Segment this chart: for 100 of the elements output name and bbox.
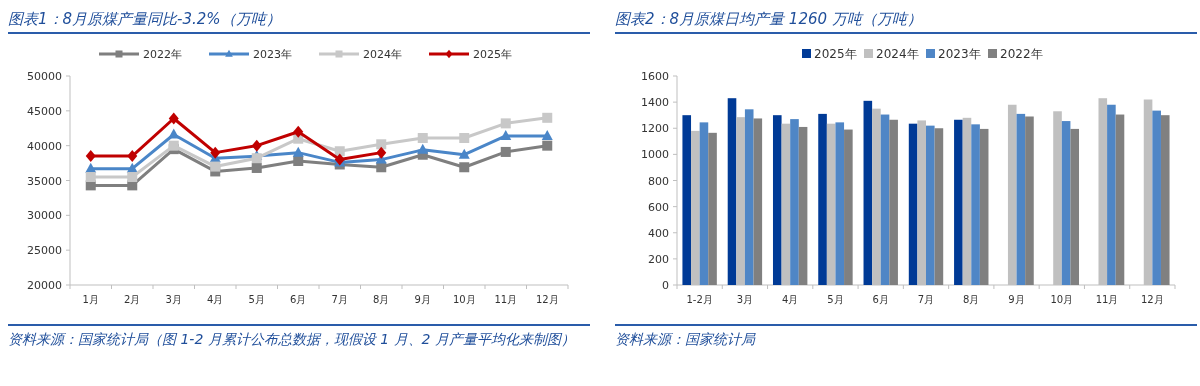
bar: [1061, 121, 1071, 285]
y-tick-label: 30000: [27, 209, 62, 223]
point: [251, 162, 262, 173]
bar: [790, 119, 799, 285]
bar: [753, 118, 763, 285]
y-tick-label: 1400: [641, 96, 669, 110]
x-tick-label: 10月: [452, 294, 476, 305]
legend-label: 2023年: [938, 47, 981, 61]
point: [541, 129, 553, 140]
x-tick-label: 8月: [963, 294, 980, 305]
y-tick-label: 50000: [27, 70, 62, 83]
x-tick-label: 11月: [494, 294, 518, 305]
x-tick-label: 4月: [207, 294, 224, 305]
point: [210, 146, 221, 159]
y-tick-label: 600: [648, 200, 669, 214]
point: [500, 118, 511, 129]
y-tick-label: 400: [648, 226, 669, 240]
bar: [1107, 104, 1116, 285]
bar: [1016, 113, 1026, 285]
bar: [835, 122, 845, 285]
x-tick-label: 1月: [82, 294, 99, 305]
x-tick-label: 1-2月: [686, 294, 713, 305]
point: [210, 161, 221, 172]
x-tick-label: 7月: [331, 294, 348, 305]
y-tick-label: 1000: [641, 148, 669, 162]
y-tick-label: 40000: [27, 139, 62, 153]
legend-label: 2022年: [143, 48, 182, 61]
point: [542, 140, 553, 151]
x-tick-label: 6月: [872, 294, 889, 305]
x-tick-label: 10月: [1050, 294, 1074, 305]
x-tick-label: 6月: [290, 294, 307, 305]
bar: [926, 125, 935, 285]
y-tick-label: 20000: [27, 279, 62, 292]
point: [85, 150, 96, 163]
bar: [979, 128, 989, 285]
bar: [1152, 110, 1161, 285]
bar: [682, 115, 692, 285]
bar: [889, 119, 898, 285]
legend-label: 2022年: [1000, 47, 1043, 61]
x-tick-label: 2月: [124, 294, 141, 305]
point: [376, 139, 387, 150]
point: [292, 146, 304, 157]
bar: [863, 100, 873, 285]
point: [458, 148, 470, 159]
y-tick-label: 45000: [27, 104, 62, 118]
chart-title: 图表2：8月原煤日均产量 1260 万吨（万吨）: [615, 6, 1197, 34]
bar: [1070, 128, 1080, 285]
bar: [798, 126, 808, 285]
bar: [1115, 114, 1125, 285]
point: [334, 146, 345, 157]
x-tick-label: 7月: [917, 294, 935, 305]
point: [293, 125, 304, 138]
point: [417, 143, 429, 154]
y-tick-label: 1200: [641, 122, 669, 136]
y-tick-label: 200: [648, 252, 669, 266]
point: [251, 139, 262, 152]
x-tick-label: 9月: [414, 294, 431, 305]
point: [168, 112, 179, 125]
point: [376, 146, 387, 159]
x-tick-label: 4月: [781, 294, 799, 305]
bar: [934, 128, 944, 285]
x-tick-label: 8月: [373, 294, 390, 305]
bar: [1160, 115, 1170, 285]
point: [127, 172, 138, 183]
legend-label: 2024年: [363, 48, 402, 61]
bar: [818, 113, 827, 285]
legend-label: 2025年: [473, 48, 512, 61]
point: [500, 129, 512, 140]
y-tick-label: 35000: [27, 174, 62, 188]
bar: [971, 124, 980, 285]
point: [459, 162, 470, 173]
bar: [880, 114, 890, 285]
bar: [908, 123, 918, 285]
x-tick-label: 3月: [736, 294, 754, 305]
y-tick-label: 0: [662, 279, 669, 292]
x-tick-label: 11月: [1095, 294, 1119, 305]
point: [85, 172, 96, 183]
bar: [954, 119, 963, 285]
bar: [708, 132, 717, 285]
bar: [744, 109, 754, 285]
y-tick-label: 1600: [641, 70, 669, 83]
y-tick-label: 800: [648, 174, 669, 188]
legend-label: 2023年: [253, 48, 292, 61]
point: [459, 133, 470, 143]
text: 资料来源：国家统计局: [615, 324, 1197, 350]
x-tick-label: 12月: [1141, 294, 1164, 305]
point: [168, 140, 179, 151]
bar: [1025, 116, 1034, 285]
legend-label: 2024年: [876, 47, 919, 61]
chart-title: 图表1：8月原煤产量同比-3.2%（万吨）: [8, 6, 590, 34]
y-tick-label: 25000: [27, 244, 62, 258]
x-tick-label: 5月: [248, 294, 265, 305]
bar: [699, 122, 709, 285]
bar: [727, 98, 737, 285]
point: [293, 155, 304, 166]
x-tick-label: 12月: [535, 294, 559, 305]
bar: [844, 129, 853, 285]
x-tick-label: 9月: [1008, 294, 1025, 305]
point: [500, 146, 511, 157]
x-tick-label: 3月: [165, 294, 182, 305]
